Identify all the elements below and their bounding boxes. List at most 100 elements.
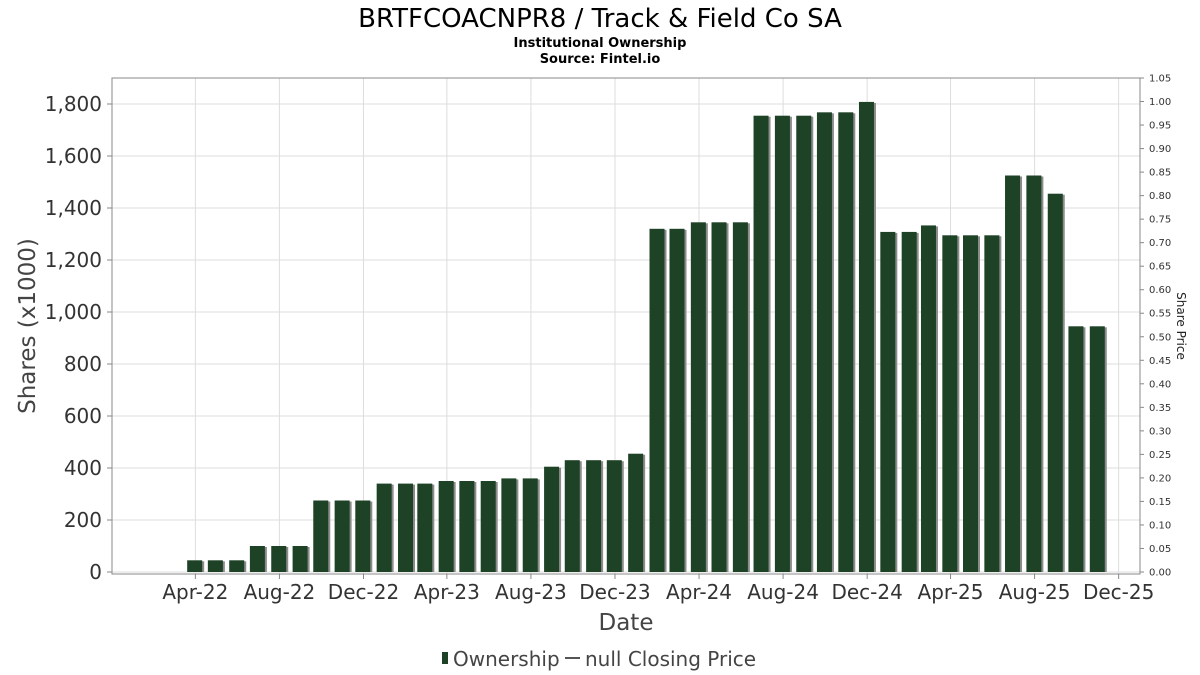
y2-tick-label: 0.90 — [1149, 144, 1171, 155]
ownership-bar — [753, 115, 769, 572]
y-tick-label: 400 — [64, 456, 102, 480]
ownership-bar — [544, 466, 560, 572]
x-tick-label: Apr-25 — [918, 580, 984, 604]
x-tick-label: Apr-22 — [162, 580, 228, 604]
ownership-bar — [796, 115, 812, 572]
ownership-bar — [207, 560, 223, 572]
y2-tick-label: 0.75 — [1149, 215, 1171, 226]
ownership-bar — [901, 231, 917, 573]
ownership-bar — [586, 460, 602, 572]
ownership-bar — [355, 500, 371, 572]
ownership-bar — [816, 112, 832, 572]
ownership-bar — [1047, 193, 1063, 572]
chart-source: Source: Fintel.io — [540, 52, 661, 67]
legend-price-label: null Closing Price — [585, 647, 756, 671]
x-axis-label: Date — [599, 610, 654, 636]
y2-tick-label: 1.05 — [1149, 74, 1171, 85]
legend-ownership-swatch — [442, 652, 448, 664]
y-tick-label: 1,400 — [45, 196, 102, 220]
y2-tick-label: 0.20 — [1149, 473, 1171, 484]
ownership-bar — [249, 546, 265, 572]
y2-tick-label: 0.30 — [1149, 426, 1171, 437]
x-tick-label: Aug-25 — [999, 580, 1071, 604]
ownership-bar — [480, 481, 496, 572]
x-tick-label: Aug-22 — [244, 580, 316, 604]
ownership-bar — [1005, 175, 1021, 572]
y2-axis-label: Share Price — [1174, 292, 1188, 360]
x-tick-label: Aug-23 — [495, 580, 567, 604]
y2-tick-label: 0.55 — [1149, 309, 1171, 320]
plot-frame — [111, 77, 1141, 575]
x-tick-label: Apr-23 — [414, 580, 480, 604]
y-tick-label: 0 — [89, 560, 102, 584]
y-tick-label: 600 — [64, 404, 102, 428]
y-tick-label: 1,000 — [45, 300, 102, 324]
legend: Ownership null Closing Price — [442, 647, 756, 671]
ownership-bar — [522, 478, 538, 572]
y2-tick-label: 0.70 — [1149, 238, 1171, 249]
y-tick-label: 1,600 — [45, 144, 102, 168]
y2-tick-label: 0.00 — [1149, 568, 1171, 579]
y2-axis: 0.00 0.05 0.10 0.15 0.20 0.25 0.30 0.35 0.40 0.45… — [1140, 74, 1171, 579]
chart-title: BRTFCOACNPR8 / Track & Field Co SA — [358, 4, 842, 34]
x-tick-label: Apr-24 — [666, 580, 732, 604]
ownership-bar — [313, 500, 329, 572]
x-tick-label: Dec-24 — [831, 580, 902, 604]
ownership-bar — [858, 101, 874, 573]
ownership-bar — [417, 483, 433, 572]
y2-tick-label: 0.80 — [1149, 191, 1171, 202]
ownership-bar — [963, 235, 979, 573]
chart-subtitle: Institutional Ownership — [514, 36, 687, 51]
ownership-bar — [459, 481, 475, 572]
y2-tick-label: 0.25 — [1149, 450, 1171, 461]
ownership-bar — [1089, 326, 1105, 572]
ownership-bar — [984, 235, 1000, 573]
ownership-bar — [838, 112, 854, 572]
legend-ownership-label: Ownership — [453, 647, 560, 671]
bars — [187, 101, 1107, 573]
y2-tick-label: 0.50 — [1149, 332, 1171, 343]
ownership-bar — [187, 560, 203, 572]
y2-tick-label: 0.85 — [1149, 168, 1171, 179]
ownership-bar — [501, 478, 517, 572]
ownership-bar — [690, 222, 706, 573]
ownership-bar — [669, 228, 685, 573]
x-tick-label: Aug-24 — [747, 580, 819, 604]
ownership-bar — [732, 222, 748, 573]
ownership-bar — [292, 546, 308, 572]
ownership-bar — [942, 235, 958, 573]
ownership-bar — [649, 228, 665, 573]
ownership-bar — [398, 483, 414, 572]
ownership-bar — [376, 483, 392, 572]
x-tick-label: Dec-23 — [579, 580, 650, 604]
y2-tick-label: 0.40 — [1149, 379, 1171, 390]
y-tick-label: 200 — [64, 508, 102, 532]
ownership-bar — [229, 560, 245, 572]
y-tick-label: 800 — [64, 352, 102, 376]
ownership-bar — [334, 500, 350, 572]
ownership-bar — [438, 481, 454, 572]
y2-tick-label: 0.45 — [1149, 356, 1171, 367]
ownership-bar — [774, 115, 790, 572]
ownership-bar — [606, 460, 622, 572]
x-axis: Apr-22 Aug-22 Dec-22 Apr-23 Aug-23 Dec-23 Apr-… — [162, 574, 1154, 604]
ownership-bar — [628, 453, 644, 572]
ownership-bar — [1068, 326, 1084, 572]
x-tick-label: Dec-25 — [1083, 580, 1154, 604]
y2-tick-label: 0.65 — [1149, 262, 1171, 273]
y-axis: 0 200 400 600 800 1,000 1,200 1,400 1,600 1,800 — [45, 92, 112, 584]
y-tick-label: 1,800 — [45, 92, 102, 116]
x-tick-label: Dec-22 — [328, 580, 399, 604]
ownership-bar — [564, 460, 580, 572]
y-axis-label: Shares (x1000) — [15, 238, 41, 414]
y2-tick-label: 0.15 — [1149, 497, 1171, 508]
ownership-bar — [920, 225, 936, 573]
y2-tick-label: 0.95 — [1149, 121, 1171, 132]
y2-tick-label: 0.10 — [1149, 520, 1171, 531]
y2-tick-label: 0.35 — [1149, 403, 1171, 414]
y-tick-label: 1,200 — [45, 248, 102, 272]
ownership-bar — [880, 231, 896, 573]
ownership-bar — [1026, 175, 1042, 572]
ownership-bar — [271, 546, 287, 572]
